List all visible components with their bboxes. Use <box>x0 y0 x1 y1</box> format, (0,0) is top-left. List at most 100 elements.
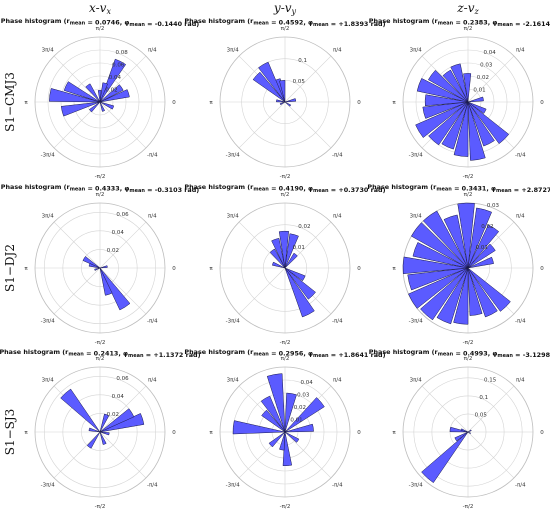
angle-gridline <box>53 431 101 479</box>
histogram-bar <box>99 101 106 112</box>
angle-label: -3π/4 <box>41 152 56 158</box>
angle-label: π <box>392 430 396 436</box>
panel-title: Phase histogram (rmean = 0.3431, φmean =… <box>367 183 550 194</box>
outer-ring <box>219 366 351 498</box>
outer-ring <box>219 36 351 168</box>
histogram-bar <box>467 267 483 316</box>
angle-label: π <box>24 100 28 106</box>
histogram-bar <box>99 267 113 296</box>
angle-label: 0 <box>172 430 176 436</box>
histogram-bar <box>279 101 286 106</box>
histogram-bar <box>284 101 292 107</box>
angle-gridline <box>284 55 332 103</box>
angle-label: π/2 <box>464 192 473 198</box>
radial-tick-label: 0.05 <box>475 413 488 419</box>
angle-label: π/2 <box>281 192 290 198</box>
radial-tick-label: 0.03 <box>297 392 310 398</box>
histogram-bar <box>427 69 469 103</box>
histogram-bar <box>443 214 469 269</box>
radial-tick-label: 0.04 <box>300 380 313 386</box>
histogram-bar <box>88 263 101 269</box>
radial-tick-label: 0.01 <box>293 245 305 251</box>
outer-ring <box>219 202 351 334</box>
angle-label: 3π/4 <box>42 214 55 220</box>
angle-label: π/4 <box>333 378 342 384</box>
histogram-bar <box>60 388 101 433</box>
histogram-bar <box>467 431 472 435</box>
angle-label: -π/4 <box>332 482 343 488</box>
radial-ring <box>73 75 127 129</box>
histogram-bar <box>467 101 486 161</box>
polar-panel: Phase histogram (rmean = 0.4993, φmean =… <box>369 348 550 510</box>
panel-title: Phase histogram (rmean = 0.4993, φmean =… <box>369 348 550 359</box>
angle-label: -π/2 <box>95 174 106 180</box>
radial-tick-label: 0.1 <box>298 58 307 64</box>
polar-panel: Phase histogram (rmean = 0.4190, φmean =… <box>184 183 385 346</box>
histogram-bar <box>422 101 469 119</box>
radial-ring <box>43 211 157 325</box>
angle-gridline <box>53 221 101 269</box>
angle-label: π <box>392 100 396 106</box>
angle-gridline <box>53 55 101 103</box>
histogram-bar <box>284 98 297 103</box>
angle-label: 0 <box>357 100 361 106</box>
angle-label: -π/2 <box>280 174 291 180</box>
angle-label: -π/2 <box>280 340 291 346</box>
outer-ring <box>402 36 534 168</box>
outer-ring <box>34 202 166 334</box>
angle-gridline <box>238 267 286 315</box>
radial-tick-label: 0.1 <box>479 395 488 401</box>
polar-panel: Phase histogram (rmean = 0.4333, φmean =… <box>1 183 200 346</box>
histogram-bar <box>467 243 496 269</box>
histogram-bar <box>428 101 469 146</box>
angle-label: -3π/4 <box>226 482 241 488</box>
histogram-bar <box>422 210 469 269</box>
radial-ring <box>241 224 329 312</box>
histogram-bar <box>99 431 107 445</box>
angle-label: π <box>392 266 396 272</box>
angle-label: -π/4 <box>332 318 343 324</box>
angle-label: -π/2 <box>463 340 474 346</box>
histogram-bar <box>99 84 124 103</box>
histogram-bar <box>424 94 469 107</box>
radial-ring <box>60 62 140 142</box>
angle-gridline <box>99 431 147 479</box>
histogram-bar <box>86 431 101 449</box>
histogram-bar <box>97 90 102 103</box>
histogram-bar <box>278 230 289 269</box>
angle-label: π/4 <box>148 378 157 384</box>
histogram-bar <box>453 267 469 325</box>
radial-tick-label: 0.01 <box>290 417 302 423</box>
radial-ring <box>62 394 138 470</box>
histogram-bar <box>99 265 108 269</box>
angle-label: -π/4 <box>147 318 158 324</box>
polar-panel: Phase histogram (rmean = 0.2413, φmean =… <box>0 348 201 510</box>
polar-panel: Phase histogram (rmean = 0.3431, φmean =… <box>367 183 550 346</box>
panel-title: Phase histogram (rmean = 0.2383, φmean =… <box>369 17 550 28</box>
polar-panel: Phase histogram (rmean = 0.0746, φmean =… <box>1 17 200 180</box>
angle-label: π/4 <box>148 48 157 54</box>
angle-label: π <box>209 266 213 272</box>
histogram-bar <box>271 261 286 269</box>
outer-ring <box>402 366 534 498</box>
histogram-bar <box>49 88 101 103</box>
radial-ring <box>431 395 505 469</box>
angle-label: 0 <box>540 430 544 436</box>
radial-ring <box>47 49 153 155</box>
histogram-bar <box>99 82 108 103</box>
histogram-bar <box>467 267 498 318</box>
radial-tick-label: 0.03 <box>480 62 493 68</box>
histogram-bar <box>463 73 472 103</box>
histogram-bar <box>442 69 469 103</box>
angle-label: π <box>209 100 213 106</box>
panel-title: Phase histogram (rmean = 0.0746, φmean =… <box>1 17 200 28</box>
angle-gridline <box>99 55 147 103</box>
angle-label: -3π/4 <box>226 318 241 324</box>
histogram-bar <box>260 395 286 433</box>
histogram-bar <box>467 101 495 147</box>
histogram-bar <box>284 431 300 443</box>
histogram-bar <box>467 429 472 433</box>
angle-label: π/2 <box>281 356 290 362</box>
angle-label: 3π/4 <box>410 214 423 220</box>
angle-label: -π/4 <box>515 482 526 488</box>
